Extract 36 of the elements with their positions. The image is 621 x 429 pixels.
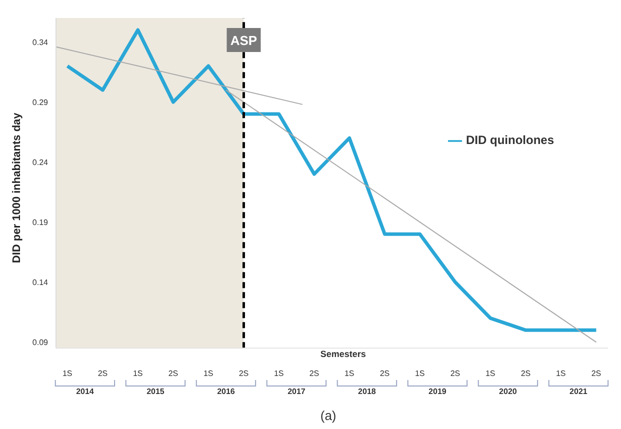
x-tick-label: 2019 [428,386,447,396]
y-tick-label: 0.34 [32,38,49,47]
text: 1S [485,369,496,378]
x-tick-label: 2014 [76,386,94,396]
text: 1S [556,369,566,378]
y-tick-label: 0.29 [32,98,49,107]
x-tick-label: 2015 [146,386,165,396]
line-series [66,28,598,332]
x-tick-label: 2020 [499,386,518,396]
y-tick-label: 0.14 [32,278,49,287]
text: Semesters [320,349,366,359]
text: 2S [520,369,531,378]
text: 1S [132,369,143,378]
text: 2S [591,369,602,378]
y-tick-label: 0.09 [32,338,49,348]
text: 2S [238,369,249,378]
y-tick-label: 0.24 [32,158,49,167]
x-tick-label: 2017 [288,386,306,396]
text: 2S [309,369,320,378]
text: 1S [414,369,425,378]
x-tick-label: 2018 [358,386,376,396]
text: 1S [62,369,72,378]
x-tick-label: 2021 [570,386,588,396]
y-tick-label: 0.19 [32,218,49,227]
text: 2S [380,369,390,378]
text: 2S [98,369,108,378]
y-axis-title: DID per 1000 inhabitants day [10,112,23,264]
x-tick-label: 2016 [217,386,236,396]
text: 2S [450,369,460,378]
ref-line-label: ASP [230,33,258,48]
text: 1S [274,369,284,378]
text: 1S [344,369,354,378]
text: (a) [320,408,336,423]
legend-label: DID quinolones [466,133,554,147]
text: 2S [168,369,178,378]
text: 1S [203,369,214,378]
